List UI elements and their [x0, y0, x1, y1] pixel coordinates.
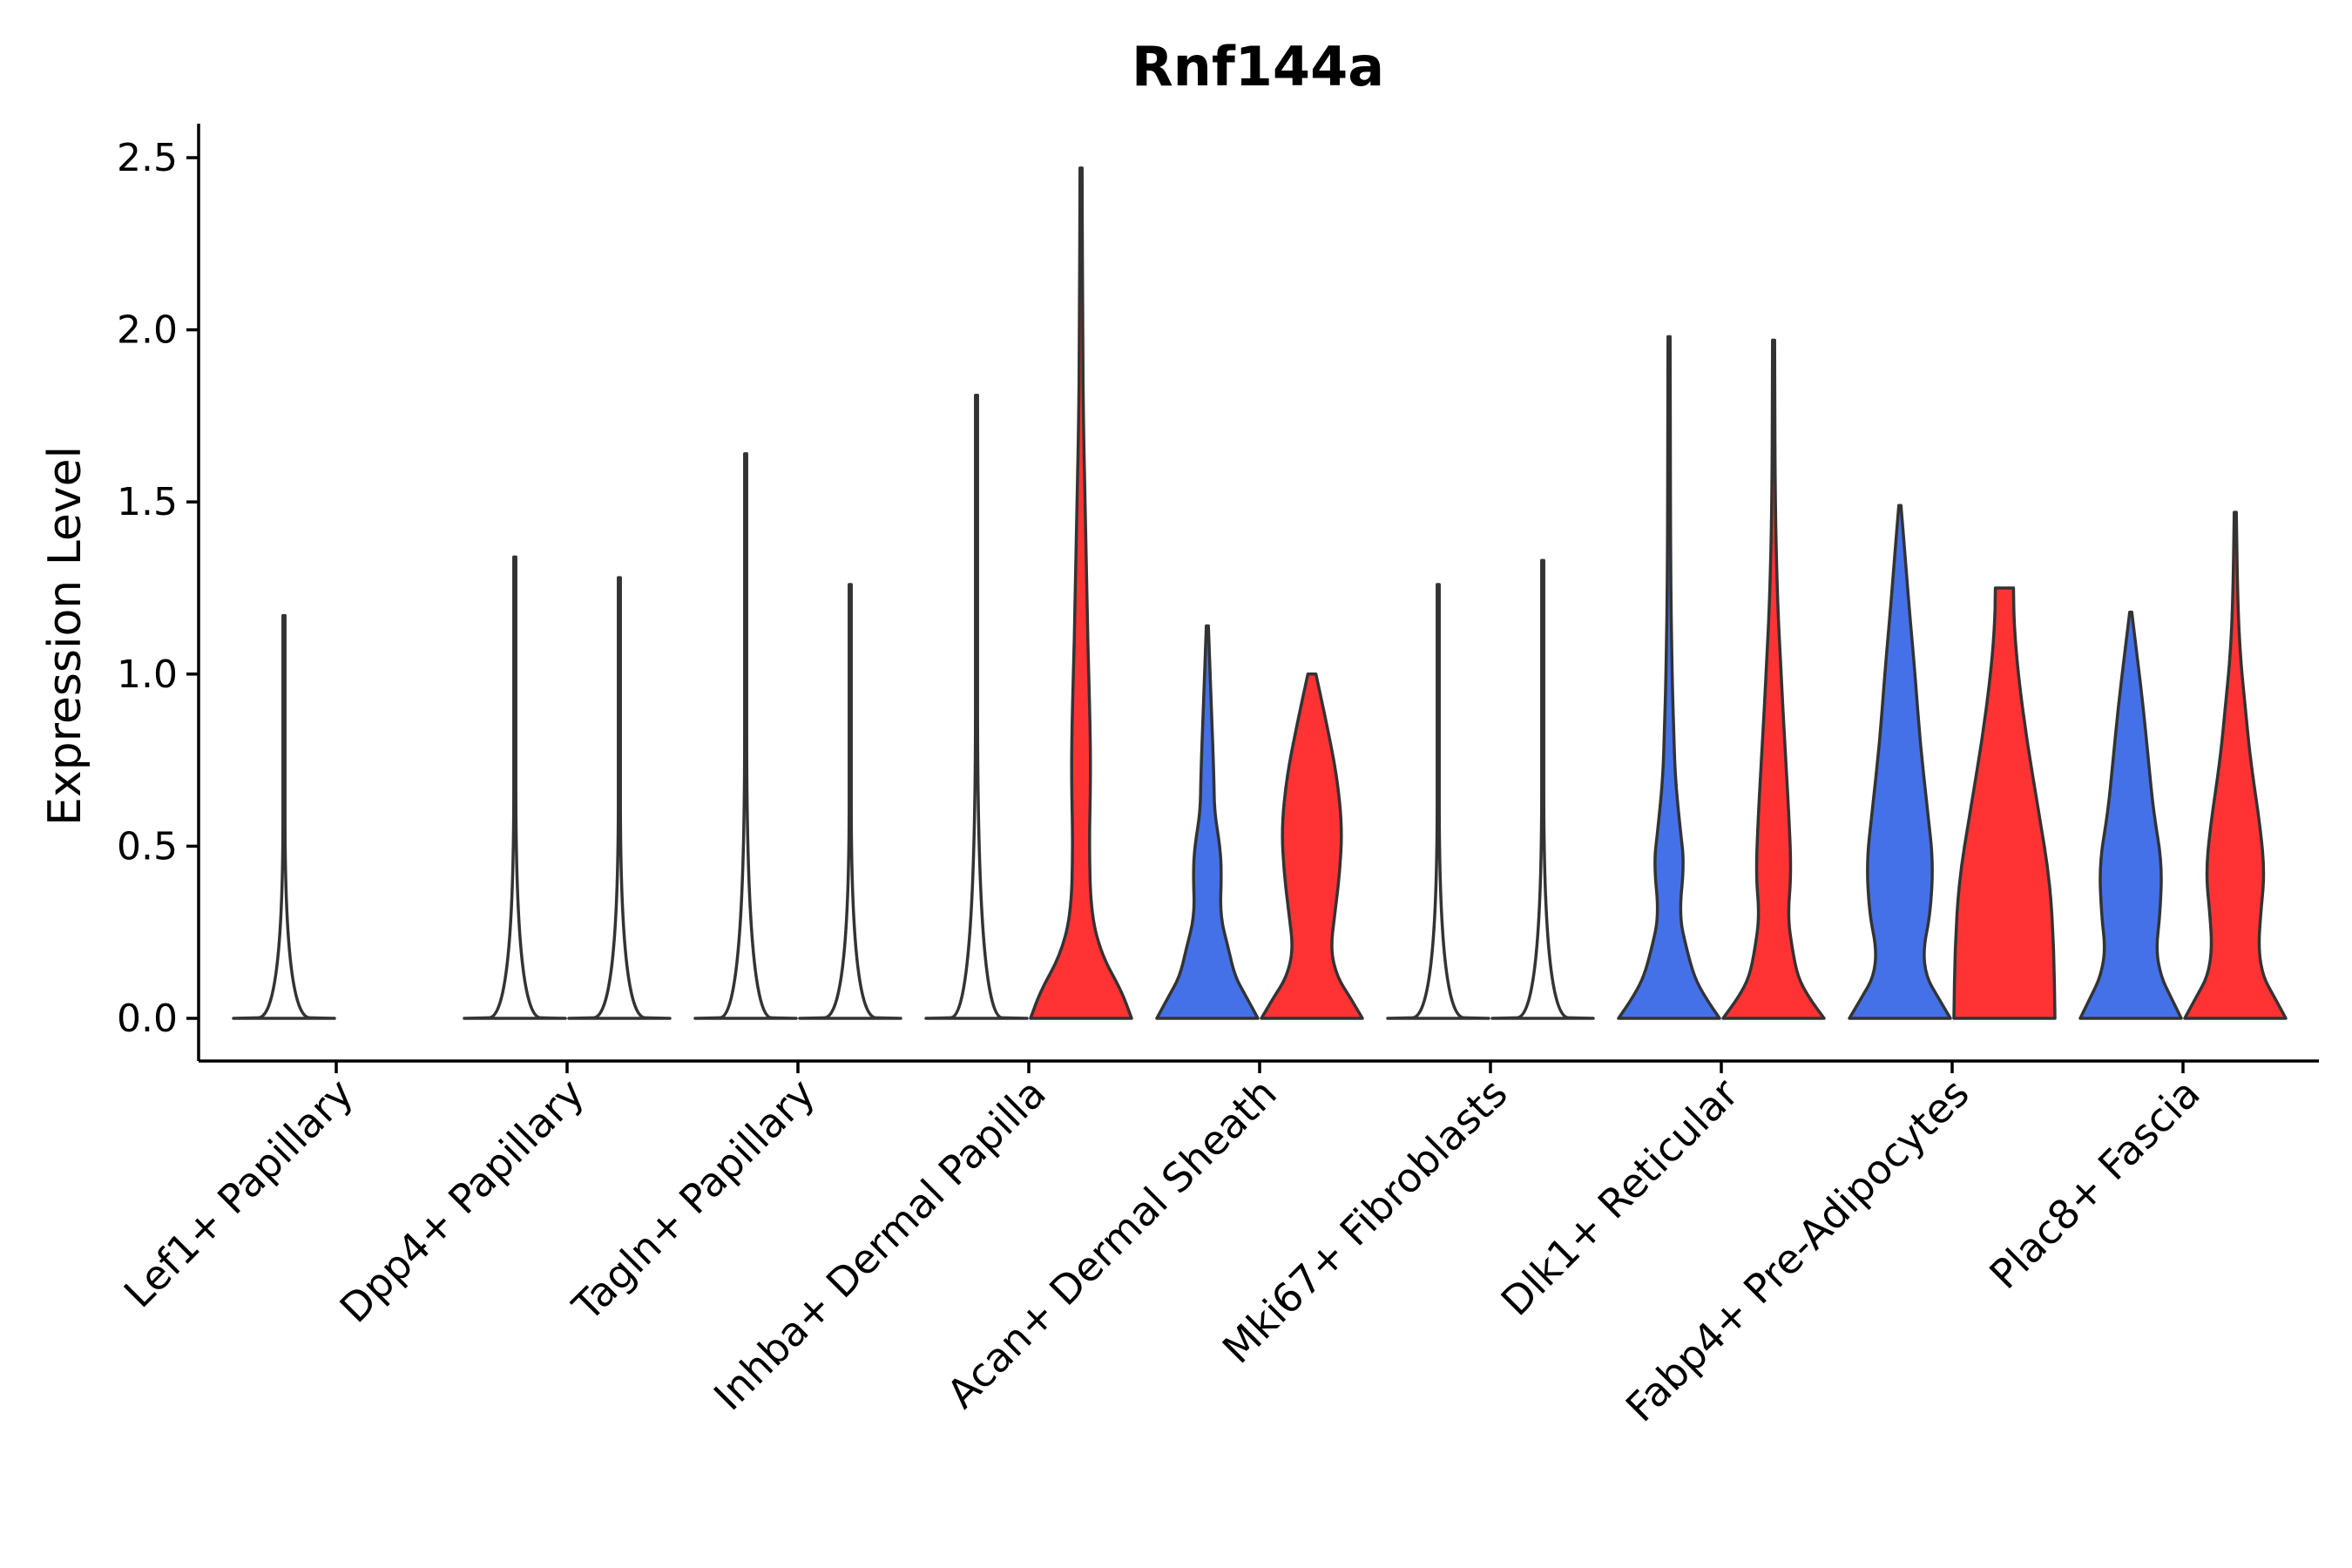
violin-mki67-fibroblasts-group2: [1490, 558, 1595, 1020]
chart-title: Rnf144a: [1132, 35, 1384, 98]
x-tick-label: Dlk1+ Reticular: [1492, 1070, 1747, 1325]
x-tick-label: Plac8+ Fascia: [1980, 1070, 2208, 1298]
violin-inhba-dermal-papilla-group1: [924, 393, 1029, 1020]
violin-plac8-fascia-group1: [2078, 610, 2183, 1020]
violin-acan-dermal-sheath-group2: [1260, 672, 1364, 1020]
y-tick-label: 0.5: [117, 824, 178, 868]
y-tick-label: 1.5: [117, 480, 178, 524]
x-tick-label: Lef1+ Papillary: [115, 1070, 362, 1317]
y-tick-label: 2.0: [117, 308, 178, 353]
violin-dlk1-reticular-group2: [1721, 338, 1826, 1020]
violin-acan-dermal-sheath-group1: [1155, 624, 1260, 1020]
violin-plac8-fascia-group2: [2183, 510, 2288, 1020]
violin-fabp4-pre-adipocytes-group1: [1848, 504, 1952, 1020]
x-tick-label: Tagln+ Papillary: [563, 1070, 824, 1331]
violin-dlk1-reticular-group1: [1617, 335, 1721, 1020]
y-tick-label: 1.0: [117, 652, 178, 697]
violin-mki67-fibroblasts-group1: [1386, 583, 1490, 1020]
violin-layer: [232, 166, 2288, 1020]
y-tick-label: 2.5: [117, 136, 178, 180]
x-tick-label: Dpp4+ Papillary: [331, 1070, 593, 1332]
violin-lef1-papillary-group1: [232, 613, 336, 1020]
violin-inhba-dermal-papilla-group2: [1029, 166, 1133, 1020]
y-tick-label: 0.0: [117, 997, 178, 1041]
violin-tagln-papillary-group1: [693, 452, 798, 1020]
y-axis-label: Expression Level: [39, 446, 91, 826]
violin-fabp4-pre-adipocytes-group2: [1952, 586, 2057, 1020]
violin-dpp4-papillary-group1: [463, 555, 567, 1020]
violin-dpp4-papillary-group2: [567, 576, 672, 1020]
violin-tagln-papillary-group2: [798, 583, 902, 1020]
